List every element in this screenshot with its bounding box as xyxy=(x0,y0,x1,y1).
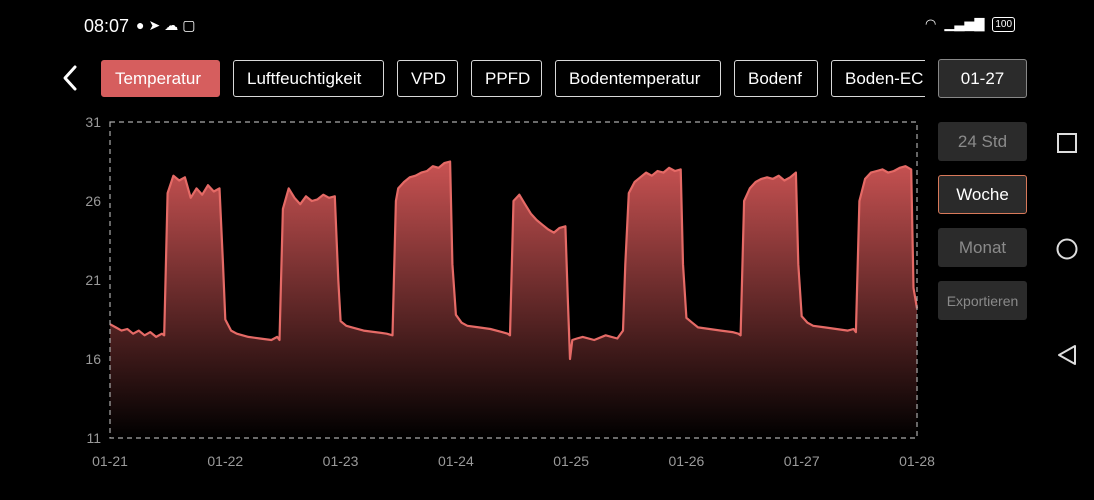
instagram-icon: ▢ xyxy=(182,17,196,33)
y-tick-label: 31 xyxy=(85,114,101,130)
chevron-left-icon xyxy=(63,65,77,91)
y-tick-label: 11 xyxy=(86,430,101,446)
battery-indicator: 100 xyxy=(992,16,1016,32)
x-tick-label: 01-22 xyxy=(207,453,243,469)
date-picker-button[interactable]: 01-27 xyxy=(938,59,1027,98)
y-tick-label: 26 xyxy=(85,193,101,209)
temperature-area xyxy=(110,161,917,438)
tab-temperatur[interactable]: Temperatur xyxy=(101,60,220,97)
recent-apps-icon[interactable] xyxy=(1056,132,1078,154)
range-24h-button[interactable]: 24 Std xyxy=(938,122,1027,161)
x-tick-label: 01-27 xyxy=(784,453,820,469)
tab-ppfd[interactable]: PPFD xyxy=(471,60,542,97)
wifi-icon: ◠ xyxy=(925,16,937,31)
x-tick-label: 01-24 xyxy=(438,453,474,469)
x-tick-label: 01-23 xyxy=(323,453,359,469)
range-month-button[interactable]: Monat xyxy=(938,228,1027,267)
tab-luftfeuchtigkeit[interactable]: Luftfeuchtigkeit xyxy=(233,60,384,97)
range-week-button[interactable]: Woche xyxy=(938,175,1027,214)
temperature-line xyxy=(109,160,919,361)
notification-icons: ● ➤ ☁ ▢ xyxy=(136,17,195,34)
system-status: ◠ ▁▃▅▇ 100 xyxy=(925,16,1016,32)
tab-bodentemperatur[interactable]: Bodentemperatur xyxy=(555,60,721,97)
chat-icon: ● xyxy=(136,17,145,33)
x-tick-label: 01-26 xyxy=(669,453,705,469)
y-tick-label: 21 xyxy=(85,272,101,288)
x-tick-label: 01-21 xyxy=(92,453,128,469)
x-tick-label: 01-25 xyxy=(553,453,589,469)
home-icon[interactable] xyxy=(1056,238,1078,260)
tab-boden-ec[interactable]: Boden-EC xyxy=(831,60,925,97)
tab-bodenfeuchtigkeit[interactable]: Bodenf xyxy=(734,60,818,97)
back-nav-icon[interactable] xyxy=(1056,344,1078,366)
tab-vpd[interactable]: VPD xyxy=(397,60,458,97)
chart-frame xyxy=(109,121,918,439)
status-time: 08:07 xyxy=(84,16,130,36)
signal-icon: ▁▃▅▇ xyxy=(944,16,985,31)
telegram-icon: ➤ xyxy=(148,17,161,33)
metric-tabs: Temperatur Luftfeuchtigkeit VPD PPFD Bod… xyxy=(101,59,925,99)
back-button[interactable] xyxy=(56,60,84,96)
cloud-icon: ☁ xyxy=(164,17,179,33)
y-tick-label: 16 xyxy=(85,351,101,367)
export-button[interactable]: Exportieren xyxy=(938,281,1027,320)
x-tick-label: 01-28 xyxy=(899,453,935,469)
